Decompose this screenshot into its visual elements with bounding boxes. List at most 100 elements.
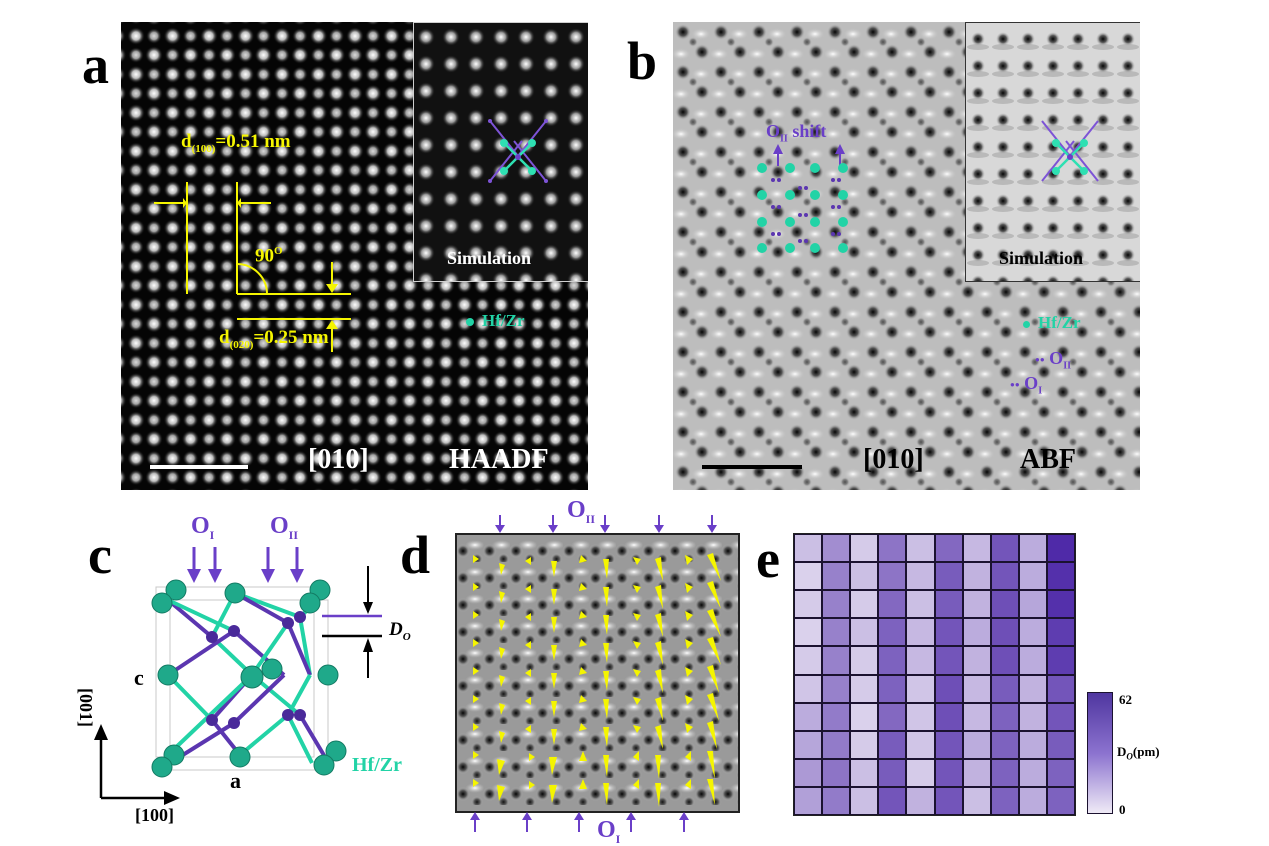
oii-atom-icon: ●● [1035, 354, 1045, 364]
zone-axis-a: [010] [308, 444, 369, 475]
heatmap-cell [934, 590, 963, 619]
heatmap-cell [850, 562, 879, 591]
heatmap-cell [962, 730, 991, 759]
heatmap-cell [934, 618, 963, 647]
heatmap-cell [962, 674, 991, 703]
heatmap-cell [906, 758, 935, 787]
heatmap-cell [1046, 562, 1075, 591]
heatmap-cell [1046, 590, 1075, 619]
hfzr-atom-icon [1023, 320, 1030, 328]
heatmap-cell [850, 646, 879, 675]
heatmap-cell [906, 534, 935, 563]
heatmap-cell [1018, 646, 1047, 675]
heatmap-cell [794, 590, 823, 619]
heatmap-cell [906, 590, 935, 619]
heatmap-cell [878, 618, 907, 647]
heatmap-cell [878, 730, 907, 759]
heatmap-cell [934, 562, 963, 591]
colorbar [1087, 692, 1113, 814]
atom-overlay [757, 144, 848, 253]
heatmap-cell [822, 618, 851, 647]
heatmap-cell [962, 534, 991, 563]
heatmap-cell [962, 590, 991, 619]
displacement-map [455, 533, 740, 813]
mode-label-haadf: HAADF [449, 444, 549, 475]
crystal-structure-model [151, 547, 347, 778]
heatmap-cell [1018, 730, 1047, 759]
d100-label: d(100)=0.51 nm [181, 131, 291, 155]
heatmap-cell [822, 758, 851, 787]
simulation-label-a: Simulation [447, 248, 532, 268]
heatmap-cell [906, 702, 935, 731]
heatmap-cell [794, 674, 823, 703]
heatmap-cell [962, 786, 991, 815]
heatmap-cell [906, 646, 935, 675]
scale-bar-b [702, 465, 802, 469]
heatmap-cell [990, 758, 1019, 787]
heatmap-cell [1018, 786, 1047, 815]
panel-letter-b: b [627, 31, 658, 91]
heatmap-cell [822, 590, 851, 619]
heatmap-cell [934, 646, 963, 675]
measurement-annotations [154, 182, 351, 352]
heatmap-cell [850, 618, 879, 647]
oii-shift-label: OII shift [766, 121, 827, 145]
legend-hfzr-c: Hf/Zr [352, 754, 402, 776]
colorbar-max: 62 [1119, 692, 1132, 707]
abf-image: Simulation OII shift Hf/Zr ●● OII ● [673, 22, 1140, 490]
oi-label-c: OI [191, 513, 215, 542]
heatmap-cell [878, 646, 907, 675]
heatmap-cell [990, 786, 1019, 815]
haadf-simulation-inset: Simulation [413, 22, 588, 282]
panel-letter-c: c [88, 525, 112, 585]
heatmap-cell [822, 562, 851, 591]
heatmap-cell [1018, 562, 1047, 591]
heatmap-cell [850, 730, 879, 759]
heatmap-cell [1018, 674, 1047, 703]
oi-atom-icon: ●● [1010, 379, 1020, 389]
heatmap-cell [1018, 758, 1047, 787]
heatmap-cell [850, 534, 879, 563]
heatmap-cell [934, 786, 963, 815]
heatmap-cell [794, 702, 823, 731]
heatmap-cell [906, 618, 935, 647]
heatmap-cell [822, 646, 851, 675]
direction-001-label: [001] [76, 688, 96, 727]
heatmap-cell [1046, 702, 1075, 731]
heatmap-cell [1046, 730, 1075, 759]
heatmap-cell [934, 534, 963, 563]
do-heatmap [793, 533, 1076, 816]
axis-a-label: a [230, 768, 241, 793]
heatmap-cell [1046, 758, 1075, 787]
heatmap-cell [794, 646, 823, 675]
heatmap-cell [878, 562, 907, 591]
heatmap-cell [1018, 590, 1047, 619]
heatmap-cell [822, 674, 851, 703]
oii-label-c: OII [270, 513, 299, 542]
heatmap-cell [990, 534, 1019, 563]
heatmap-cell [822, 786, 851, 815]
heatmap-cell [878, 590, 907, 619]
legend-oii: ●● OII [1035, 348, 1071, 372]
angle-label: 90O [255, 245, 283, 267]
oii-label-d: OII [567, 497, 596, 526]
heatmap-cell [990, 618, 1019, 647]
heatmap-cell [934, 730, 963, 759]
heatmap-cell [962, 646, 991, 675]
heatmap-cell [962, 758, 991, 787]
structure-model-icon [1041, 120, 1099, 182]
heatmap-cell [1046, 674, 1075, 703]
heatmap-cell [878, 674, 907, 703]
heatmap-cell [934, 674, 963, 703]
abf-simulation-inset: Simulation [965, 22, 1140, 282]
heatmap-cell [878, 702, 907, 731]
axis-c-label: c [134, 665, 144, 690]
oii-column-arrows [495, 515, 717, 533]
heatmap-cell [906, 562, 935, 591]
heatmap-cell [822, 534, 851, 563]
heatmap-cell [822, 730, 851, 759]
heatmap-cell [990, 702, 1019, 731]
panel-letter-a: a [82, 35, 109, 95]
heatmap-cell [794, 618, 823, 647]
legend-oi: ●● OI [1010, 373, 1043, 397]
